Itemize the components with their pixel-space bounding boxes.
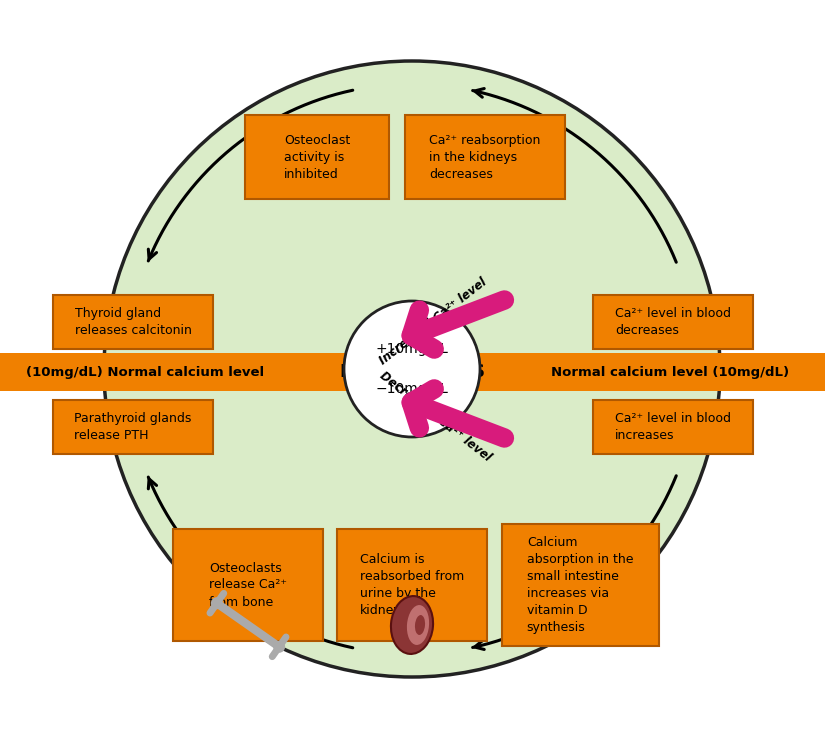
Text: Parathyroid glands
release PTH: Parathyroid glands release PTH (74, 412, 191, 442)
Text: −10mg/dL: −10mg/dL (375, 382, 449, 396)
Text: Decreased Ca²⁺ level: Decreased Ca²⁺ level (377, 369, 493, 464)
Text: Calcium
absorption in the
small intestine
increases via
vitamin D
synthesis: Calcium absorption in the small intestin… (526, 536, 634, 634)
FancyBboxPatch shape (245, 115, 389, 199)
Text: Calcium is
reabsorbed from
urine by the
kidneys: Calcium is reabsorbed from urine by the … (360, 553, 464, 617)
Text: Ca²⁺ level in blood
increases: Ca²⁺ level in blood increases (615, 412, 731, 442)
Ellipse shape (391, 596, 433, 654)
Bar (0, 353, 825, 391)
Text: (10mg/dL) Normal calcium level: (10mg/dL) Normal calcium level (26, 366, 264, 379)
FancyBboxPatch shape (593, 295, 753, 349)
Circle shape (104, 61, 720, 677)
FancyBboxPatch shape (593, 400, 753, 454)
Text: Thyroid gland
releases calcitonin: Thyroid gland releases calcitonin (74, 307, 191, 337)
Text: Increased Ca²⁺ level: Increased Ca²⁺ level (377, 275, 489, 367)
Text: Osteoclast
activity is
inhibited: Osteoclast activity is inhibited (284, 133, 350, 181)
Circle shape (344, 301, 480, 437)
Text: Normal calcium level (10mg/dL): Normal calcium level (10mg/dL) (551, 366, 789, 379)
Text: Ca²⁺ level in blood
decreases: Ca²⁺ level in blood decreases (615, 307, 731, 337)
Ellipse shape (415, 615, 425, 635)
FancyBboxPatch shape (173, 529, 323, 641)
Text: +10mg/dL: +10mg/dL (375, 342, 449, 356)
Text: HOMEOSTASIS: HOMEOSTASIS (339, 363, 485, 381)
Circle shape (273, 640, 285, 653)
FancyBboxPatch shape (53, 400, 213, 454)
Text: Osteoclasts
release Ca²⁺
from bone: Osteoclasts release Ca²⁺ from bone (209, 562, 287, 609)
Ellipse shape (407, 605, 429, 645)
Circle shape (211, 597, 223, 609)
FancyBboxPatch shape (53, 295, 213, 349)
FancyBboxPatch shape (337, 529, 487, 641)
FancyBboxPatch shape (502, 524, 658, 646)
Text: Ca²⁺ reabsorption
in the kidneys
decreases: Ca²⁺ reabsorption in the kidneys decreas… (429, 133, 540, 181)
FancyBboxPatch shape (405, 115, 565, 199)
